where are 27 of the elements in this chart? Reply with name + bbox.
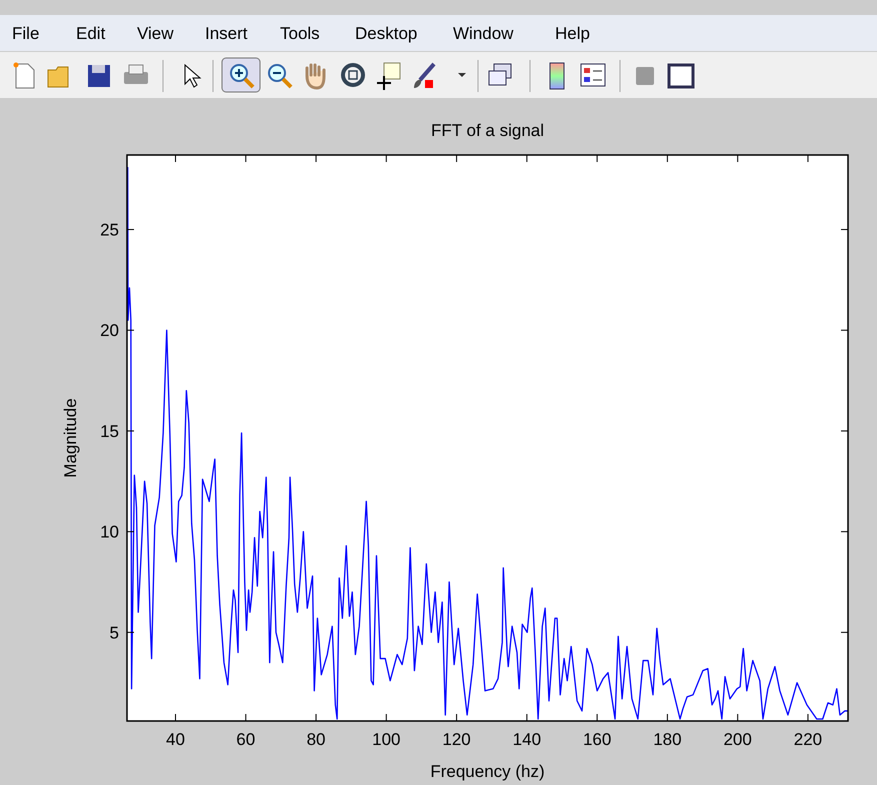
y-tick-label: 20 xyxy=(100,321,119,340)
x-tick-label: 120 xyxy=(442,730,471,749)
x-tick-label: 220 xyxy=(794,730,822,749)
text: File xyxy=(12,24,40,43)
y-axis-title: Magnitude xyxy=(61,398,80,478)
x-tick-label: 80 xyxy=(306,730,326,749)
x-tick-label: 140 xyxy=(512,730,542,749)
x-tick-label: 160 xyxy=(582,730,612,749)
y-tick-label: 15 xyxy=(100,422,119,441)
text: Insert xyxy=(205,24,248,43)
text: Edit xyxy=(76,24,106,43)
x-tick-label: 200 xyxy=(723,730,752,749)
x-tick-label: 60 xyxy=(236,730,256,749)
line-series xyxy=(127,166,848,720)
text: Tools xyxy=(280,24,320,43)
text: Desktop xyxy=(355,24,418,43)
y-tick-label: 10 xyxy=(100,522,119,542)
x-tick-label: 40 xyxy=(166,730,185,749)
x-axis-title: Frequency (hz) xyxy=(430,762,545,781)
x-tick-label: 180 xyxy=(653,730,682,749)
y-tick-label: 25 xyxy=(100,220,119,240)
x-tick-label: 100 xyxy=(372,730,400,749)
text: Window xyxy=(453,24,514,43)
text: Help xyxy=(555,24,590,43)
text: View xyxy=(137,24,174,43)
chart-title: FFT of a signal xyxy=(430,121,544,140)
y-tick-label: 5 xyxy=(110,623,119,642)
